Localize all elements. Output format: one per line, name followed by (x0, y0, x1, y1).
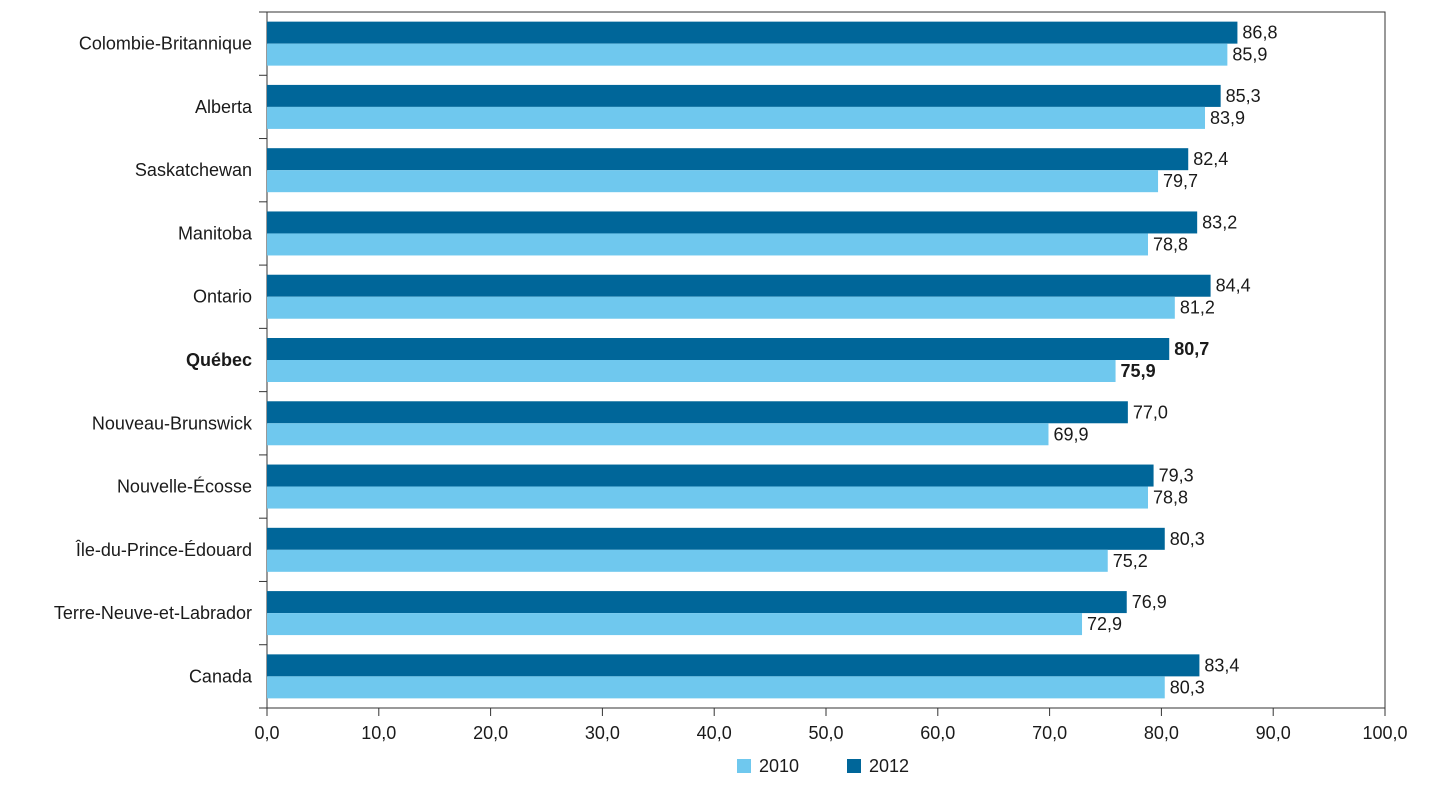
value-label-2012: 84,4 (1216, 276, 1251, 296)
category-label: Saskatchewan (135, 160, 252, 180)
bar-2010 (267, 613, 1083, 636)
bar-2010 (267, 360, 1116, 382)
value-label-2012: 80,3 (1170, 529, 1205, 549)
x-axis: 0,0 10,0 20,0 30,0 40,0 50,0 60,0 70,0 80,0 90,0 1… (254, 708, 1408, 743)
bar-2012 (267, 21, 1238, 44)
x-tick-label: 80,0 (1144, 723, 1179, 743)
bar-2012 (267, 401, 1128, 424)
bar-2010 (267, 233, 1148, 256)
x-tick-label: 100,0 (1362, 723, 1407, 743)
bar-2012 (267, 338, 1170, 360)
bar-2012 (267, 274, 1211, 297)
x-tick-label: 30,0 (585, 723, 620, 743)
x-tick-label: 40,0 (697, 723, 732, 743)
x-tick-label: 20,0 (473, 723, 508, 743)
category-label: Alberta (195, 97, 253, 117)
legend-swatch-2010 (737, 759, 751, 773)
bar-2010 (267, 676, 1165, 699)
category-label: Nouvelle-Écosse (117, 477, 252, 497)
category-label: Québec (186, 350, 252, 370)
value-label-2012: 85,3 (1226, 86, 1261, 106)
x-tick-label: 10,0 (361, 723, 396, 743)
x-tick-label: 50,0 (808, 723, 843, 743)
category-label: Terre-Neuve-et-Labrador (54, 603, 252, 623)
value-label-2010: 83,9 (1210, 108, 1245, 128)
bar-2010 (267, 549, 1108, 572)
value-label-2010: 75,9 (1121, 361, 1156, 381)
bar-2010 (267, 170, 1159, 193)
legend-swatch-2012 (847, 759, 861, 773)
bar-2010 (267, 43, 1228, 66)
value-label-2012: 77,0 (1133, 402, 1168, 422)
bar-2012 (267, 527, 1165, 550)
bar-2010 (267, 106, 1206, 129)
category-label: Île-du-Prince-Édouard (75, 540, 252, 560)
legend-label-2010: 2010 (759, 756, 799, 776)
value-label-2012: 79,3 (1159, 466, 1194, 486)
value-label-2010: 75,2 (1113, 551, 1148, 571)
value-label-2010: 78,8 (1153, 488, 1188, 508)
x-tick-label: 0,0 (254, 723, 279, 743)
value-label-2010: 72,9 (1087, 614, 1122, 634)
category-label: Ontario (193, 287, 252, 307)
value-label-2012: 82,4 (1193, 149, 1228, 169)
bar-2012 (267, 591, 1127, 614)
value-label-2010: 78,8 (1153, 234, 1188, 254)
legend-label-2012: 2012 (869, 756, 909, 776)
category-label: Colombie-Britannique (79, 34, 252, 54)
legend: 2010 2012 (737, 756, 909, 776)
bar-2010 (267, 423, 1049, 446)
category-labels: Colombie-Britannique Alberta Saskatchewan M… (54, 34, 253, 687)
value-label-2012: 83,2 (1202, 212, 1237, 232)
value-label-2010: 80,3 (1170, 677, 1205, 697)
value-label-2012: 83,4 (1204, 655, 1239, 675)
bar-2012 (267, 148, 1189, 171)
category-label: Canada (189, 666, 253, 686)
bar-2012 (267, 84, 1221, 107)
value-label-2010: 85,9 (1232, 45, 1267, 65)
value-labels: 86,885,9 85,383,9 82,479,7 83,2 78,8 84,481,2… (1053, 23, 1277, 698)
value-label-2012: 80,7 (1174, 339, 1209, 359)
x-tick-label: 90,0 (1256, 723, 1291, 743)
category-label: Nouveau-Brunswick (92, 413, 253, 433)
value-label-2010: 69,9 (1053, 424, 1088, 444)
bar-2010 (267, 486, 1148, 509)
bar-2010 (267, 296, 1175, 319)
value-label-2012: 76,9 (1132, 592, 1167, 612)
bar-2012 (267, 211, 1198, 234)
value-label-2012: 86,8 (1242, 23, 1277, 43)
value-label-2010: 81,2 (1180, 298, 1215, 318)
category-label: Manitoba (178, 223, 253, 243)
category-ticks (259, 11, 267, 709)
bar-2012 (267, 654, 1200, 677)
x-tick-label: 70,0 (1032, 723, 1067, 743)
value-label-2010: 79,7 (1163, 171, 1198, 191)
bars-group (267, 21, 1238, 699)
bar-2012 (267, 464, 1154, 487)
x-tick-label: 60,0 (920, 723, 955, 743)
